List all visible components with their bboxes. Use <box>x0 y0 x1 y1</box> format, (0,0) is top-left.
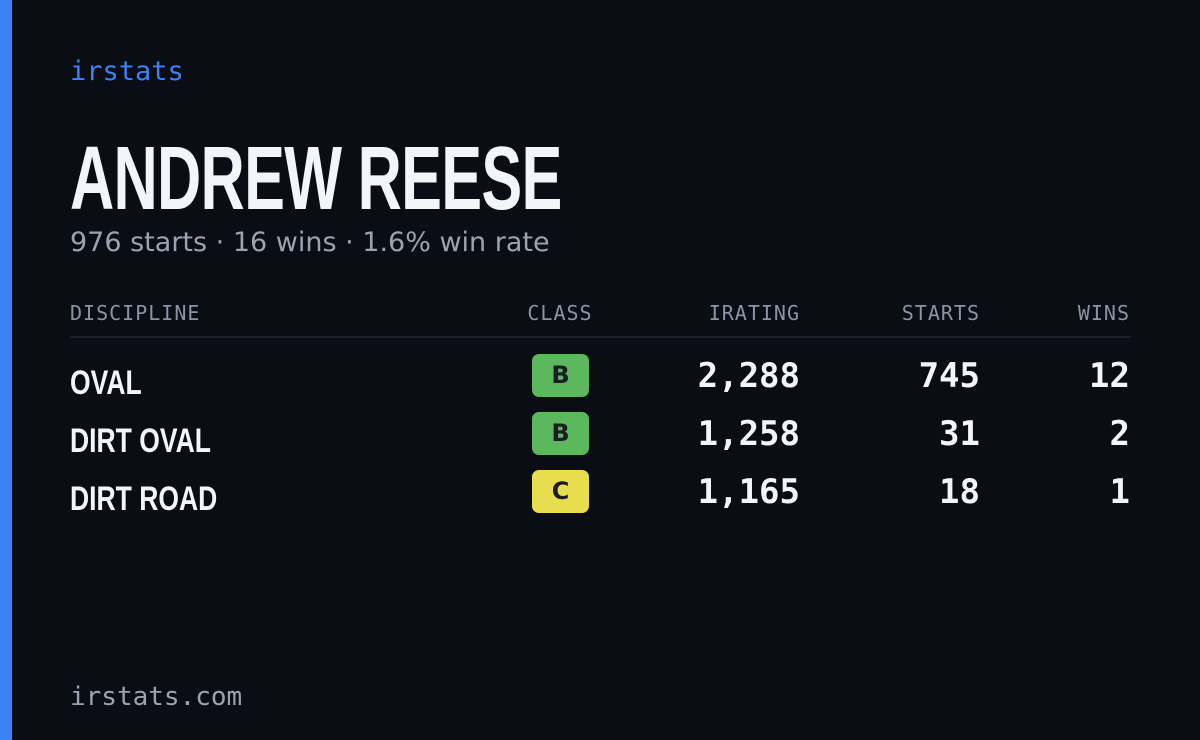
summary: 976 starts · 16 wins · 1.6% win rate <box>70 227 550 258</box>
discipline: DIRT ROAD <box>70 480 218 518</box>
starts: 745 <box>918 356 980 396</box>
wins: 2 <box>1109 414 1130 454</box>
class-badge: B <box>532 412 589 455</box>
column-header: STARTS <box>901 301 980 325</box>
footer-site: irstats.com <box>70 682 243 712</box>
column-header: IRATING <box>708 301 800 325</box>
driver-name: ANDREW REESE <box>70 129 562 229</box>
irating: 1,165 <box>697 472 800 512</box>
brand: irstats <box>70 56 184 87</box>
irating: 1,258 <box>697 414 800 454</box>
wins: 1 <box>1109 472 1130 512</box>
starts: 31 <box>939 414 980 454</box>
discipline: DIRT OVAL <box>70 422 211 460</box>
class-badge: C <box>532 470 589 513</box>
irating: 2,288 <box>697 356 800 396</box>
column-header: WINS <box>1077 301 1130 325</box>
column-header: DISCIPLINE <box>70 301 201 325</box>
divider <box>70 336 1131 338</box>
starts: 18 <box>939 472 980 512</box>
discipline: OVAL <box>70 364 142 402</box>
column-header: CLASS <box>527 301 593 325</box>
accent-bar <box>0 0 12 740</box>
wins: 12 <box>1089 356 1130 396</box>
class-badge: B <box>532 354 589 397</box>
